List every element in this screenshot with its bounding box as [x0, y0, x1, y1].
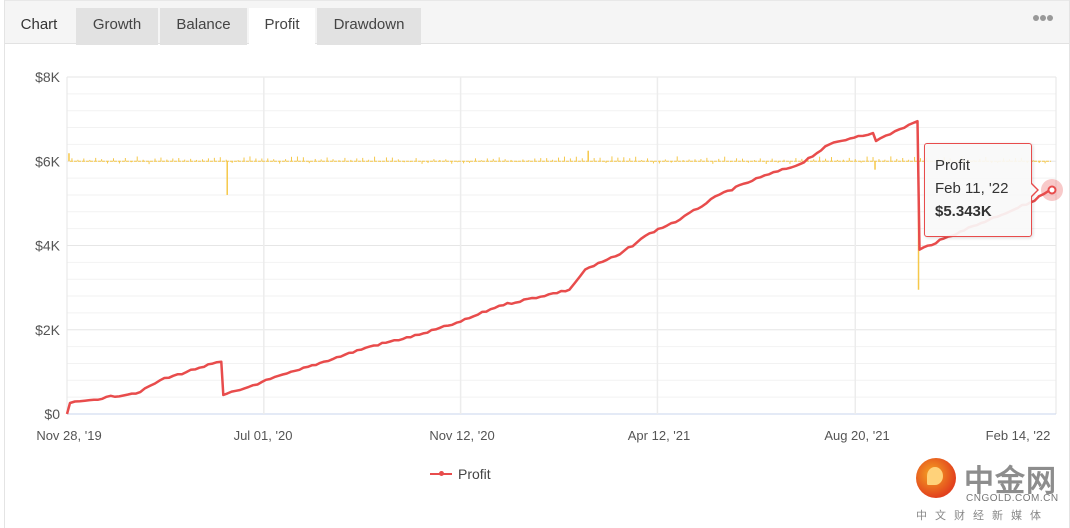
tab-balance[interactable]: Balance — [160, 8, 247, 45]
chart-title: Chart — [20, 16, 58, 33]
y-tick-label: $2K — [35, 322, 61, 338]
tab-growth[interactable]: Growth — [76, 8, 158, 45]
y-tick-label: $0 — [44, 406, 60, 422]
y-tick-label: $6K — [35, 153, 61, 169]
x-tick-label: Feb 14, '22 — [986, 428, 1051, 443]
tab-profit[interactable]: Profit — [249, 8, 315, 46]
x-tick-label: Nov 12, '20 — [429, 428, 494, 443]
x-tick-label: Nov 28, '19 — [36, 428, 101, 443]
tooltip-value: $5.343K — [935, 203, 992, 220]
tooltip: Profit Feb 11, '22 $5.343K — [924, 143, 1039, 237]
ellipsis-icon[interactable] — [1033, 15, 1053, 21]
x-tick-label: Aug 20, '21 — [824, 428, 889, 443]
chart-panel: Chart Growth Balance Profit Drawdown — [4, 0, 1070, 528]
x-tick-label: Jul 01, '20 — [234, 428, 293, 443]
tab-drawdown[interactable]: Drawdown — [317, 8, 421, 45]
grid-lines — [66, 76, 1057, 415]
profit-line[interactable] — [65, 119, 1053, 415]
legend-swatch — [430, 471, 452, 476]
y-tick-label: $8K — [35, 69, 61, 85]
secondary-bars — [68, 150, 1052, 290]
x-axis-labels: Nov 28, '19 Jul 01, '20 Nov 12, '20 Apr 12,… — [36, 428, 1050, 443]
watermark-logo: 中金网 CNGOLD.COM.CN 中文财经新媒体 — [912, 452, 1062, 522]
legend-label: Profit — [458, 466, 491, 482]
tab-bar: Chart Growth Balance Profit Drawdown — [5, 0, 1069, 46]
legend-item-profit[interactable]: Profit — [430, 466, 491, 482]
cngold-logo-icon — [916, 458, 956, 498]
highlight-point[interactable] — [1047, 185, 1057, 195]
x-tick-label: Apr 12, '21 — [628, 428, 690, 443]
tooltip-date: Feb 11, '22 — [935, 180, 1009, 197]
y-tick-label: $4K — [35, 238, 61, 254]
tooltip-series: Profit — [935, 157, 971, 174]
y-axis-labels: $0 $2K $4K $6K $8K — [35, 69, 61, 422]
